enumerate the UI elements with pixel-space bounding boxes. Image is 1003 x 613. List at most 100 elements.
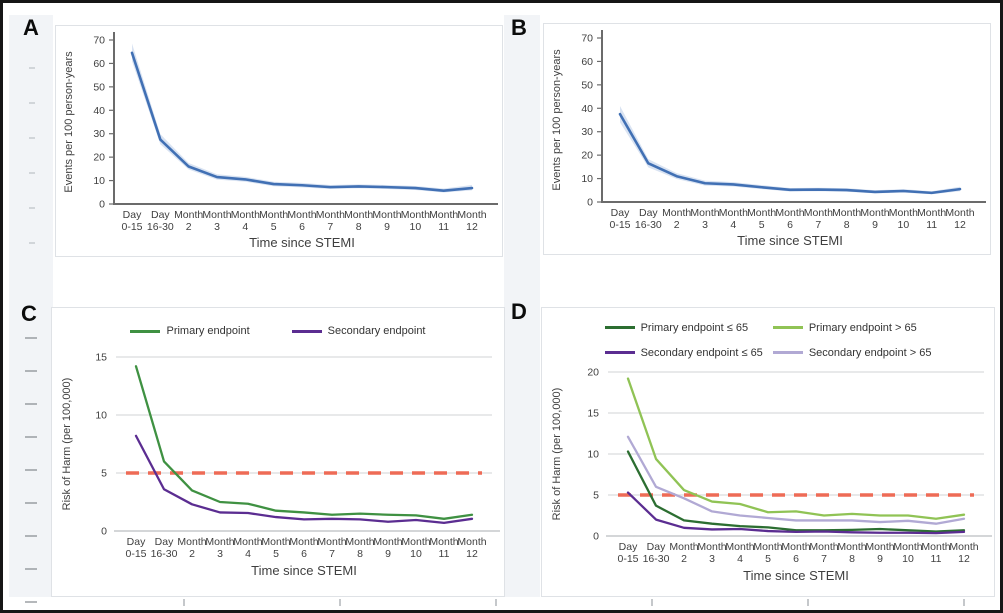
legend-item: Secondary endpoint > 65 — [772, 343, 932, 362]
svg-text:70: 70 — [581, 33, 593, 45]
panel-b: B 0 10 20 30 40 50 60 70 Day 0-15 Day 16-30 Month 2 Mo… — [505, 15, 991, 299]
panel-a: A 0 10 20 30 40 50 60 70 Day 0-15 Day 16-30 Month 2 Mo… — [17, 15, 503, 299]
svg-text:50: 50 — [581, 79, 593, 91]
legend-line-swatch — [772, 326, 803, 329]
left-margin-strip — [9, 15, 53, 597]
edge-artifact-tick — [29, 67, 35, 69]
edge-artifact-tick — [25, 469, 37, 471]
legend-label: Primary endpoint > 65 — [808, 321, 917, 334]
panel-d: D Primary endpoint ≤ 65 Primary endpoint … — [505, 299, 997, 603]
svg-text:60: 60 — [581, 56, 593, 68]
edge-artifact-tick — [25, 436, 37, 438]
svg-text:10: 10 — [95, 410, 107, 422]
legend-label: Secondary endpoint > 65 — [808, 346, 932, 359]
svg-text:15: 15 — [95, 352, 107, 364]
legend-item: Secondary endpoint — [291, 325, 426, 337]
chart-box-c: Primary endpoint Secondary endpoint 0 5 10 1… — [51, 307, 505, 597]
svg-text:10: 10 — [581, 173, 593, 185]
svg-text:0: 0 — [587, 197, 593, 209]
edge-artifact-tick — [25, 337, 37, 339]
legend-line-swatch — [604, 351, 635, 354]
edge-artifact-tick — [25, 370, 37, 372]
edge-artifact-tick — [29, 172, 35, 174]
legend-line-swatch — [772, 351, 803, 354]
edge-artifact-tick — [807, 599, 809, 606]
legend-label: Primary endpoint ≤ 65 — [640, 321, 749, 334]
edge-artifact-tick — [25, 535, 37, 537]
edge-artifact-tick — [25, 403, 37, 405]
legend-line-swatch — [604, 326, 635, 329]
chart-box-b: 0 10 20 30 40 50 60 70 Day 0-15 Day 16-30 Month 2 Mont… — [543, 23, 991, 255]
svg-text:Events per 100 person-years: Events per 100 person-years — [63, 51, 75, 193]
svg-text:50: 50 — [93, 81, 105, 93]
edge-artifact-tick — [29, 102, 35, 104]
chart-box-d: Primary endpoint ≤ 65 Primary endpoint > … — [541, 307, 995, 597]
svg-text:40: 40 — [93, 105, 105, 117]
edge-artifact-tick — [339, 599, 341, 606]
svg-text:60: 60 — [93, 58, 105, 70]
edge-artifact-tick — [495, 599, 497, 606]
legend-line-swatch — [130, 329, 161, 333]
panel-label-b: B — [511, 15, 527, 40]
edge-artifact-tick — [29, 207, 35, 209]
svg-text:Time since STEMI: Time since STEMI — [251, 563, 357, 578]
edge-artifact-tick — [651, 599, 653, 606]
edge-artifact-tick — [963, 599, 965, 606]
svg-text:20: 20 — [93, 152, 105, 164]
edge-artifact-tick — [25, 601, 37, 603]
legend-label: Primary endpoint — [166, 325, 250, 337]
edge-artifact-tick — [25, 568, 37, 570]
svg-text:70: 70 — [93, 35, 105, 47]
svg-text:Risk of Harm (per 100,000): Risk of Harm (per 100,000) — [551, 388, 563, 521]
legend-c: Primary endpoint Secondary endpoint — [52, 308, 504, 345]
svg-text:Time since STEMI: Time since STEMI — [737, 233, 843, 248]
center-margin-strip — [504, 15, 540, 597]
svg-text:10: 10 — [93, 175, 105, 187]
legend-line-swatch — [291, 329, 322, 333]
svg-text:5: 5 — [101, 468, 107, 480]
svg-text:10: 10 — [587, 449, 599, 461]
svg-text:0: 0 — [101, 526, 107, 538]
svg-text:5: 5 — [593, 490, 599, 502]
chart-box-a: 0 10 20 30 40 50 60 70 Day 0-15 Day 16-30 Month 2 Mont… — [55, 25, 503, 257]
svg-text:30: 30 — [581, 126, 593, 138]
svg-text:30: 30 — [93, 128, 105, 140]
legend-label: Secondary endpoint ≤ 65 — [640, 346, 763, 359]
edge-artifact-tick — [29, 242, 35, 244]
